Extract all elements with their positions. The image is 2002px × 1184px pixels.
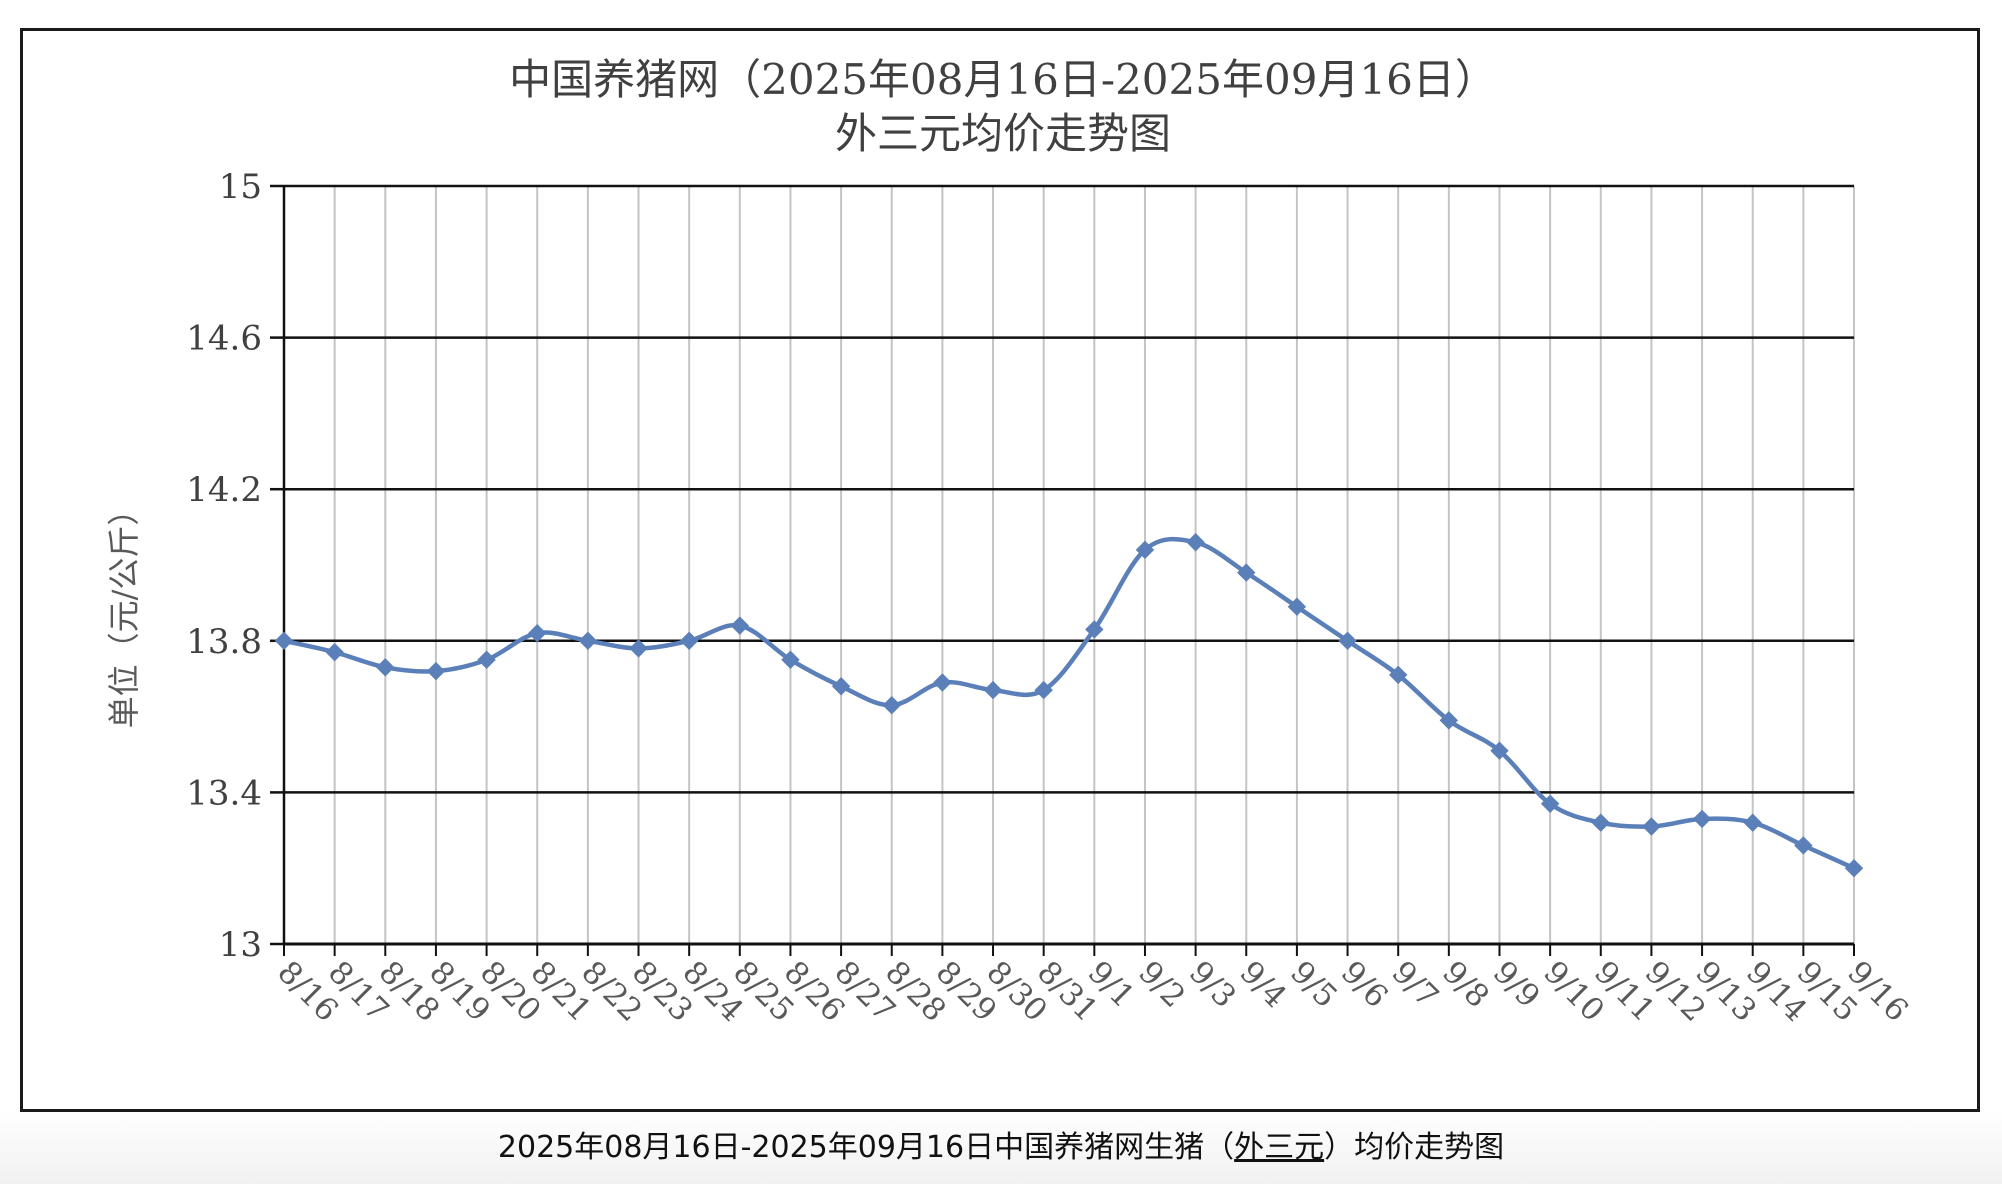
data-point-marker <box>629 639 648 658</box>
y-axis-label: 单位（元/公斤） <box>105 494 143 729</box>
data-point-marker <box>1743 813 1762 832</box>
tick-label-layer: 1313.413.814.214.6158/168/178/188/198/20… <box>186 167 1915 1029</box>
data-point-marker <box>983 680 1003 700</box>
data-point-marker <box>1135 540 1155 560</box>
data-point-marker <box>376 658 395 677</box>
caption-text-after: ）均价走势图 <box>1324 1130 1505 1165</box>
x-tick-label: 9/4 <box>1233 954 1294 1015</box>
chart-title-line2: 外三元均价走势图 <box>835 109 1171 158</box>
x-tick-label: 9/9 <box>1486 954 1547 1015</box>
data-point-marker <box>1844 858 1864 878</box>
chart-title-line1: 中国养猪网（2025年08月16日-2025年09月16日） <box>509 55 1497 104</box>
data-point-marker <box>528 624 547 643</box>
data-point-marker <box>1794 836 1813 855</box>
y-tick-label: 13.4 <box>186 773 262 813</box>
data-point-marker <box>933 673 952 692</box>
data-point-marker <box>325 642 344 662</box>
x-tick-label: 9/2 <box>1131 954 1192 1015</box>
data-point-marker <box>1490 741 1509 760</box>
data-point-marker <box>1692 809 1712 829</box>
data-point-marker <box>1186 533 1205 552</box>
grid-layer <box>270 184 1855 956</box>
data-point-marker <box>831 677 851 696</box>
data-point-marker <box>1642 817 1661 836</box>
x-tick-label: 9/7 <box>1385 954 1446 1015</box>
data-point-marker <box>781 650 800 669</box>
data-point-marker <box>426 661 446 681</box>
caption-text-before: 2025年08月16日-2025年09月16日中国养猪网生猪（ <box>497 1130 1235 1165</box>
y-tick-label: 14.6 <box>186 319 262 359</box>
y-tick-label: 13.8 <box>186 622 262 662</box>
data-point-marker <box>1591 813 1610 832</box>
data-point-marker <box>274 631 294 651</box>
data-point-marker <box>1338 631 1357 651</box>
data-point-marker <box>882 696 901 715</box>
figure-caption: 2025年08月16日-2025年09月16日中国养猪网生猪（外三元）均价走势图 <box>0 1122 2002 1166</box>
series-layer <box>274 533 1864 878</box>
data-point-marker <box>1287 597 1307 616</box>
series-line <box>283 536 1855 871</box>
data-point-marker <box>578 631 598 651</box>
data-point-marker <box>730 616 750 635</box>
caption-link[interactable]: 外三元 <box>1234 1130 1325 1165</box>
y-tick-label: 13 <box>219 925 262 965</box>
data-point-marker <box>1540 794 1560 813</box>
data-point-marker <box>679 631 699 651</box>
data-point-marker <box>1237 563 1256 582</box>
data-point-marker <box>1085 620 1104 639</box>
data-point-marker <box>477 650 496 669</box>
y-tick-label: 14.2 <box>186 470 262 510</box>
x-tick-label: 9/3 <box>1182 954 1243 1015</box>
y-tick-label: 15 <box>219 167 262 207</box>
x-tick-label: 9/8 <box>1435 954 1496 1015</box>
chart-frame: 中国养猪网（2025年08月16日-2025年09月16日） 外三元均价走势图 … <box>20 28 1980 1112</box>
data-point-marker <box>1388 665 1408 685</box>
x-tick-label: 9/6 <box>1334 954 1395 1015</box>
data-point-marker <box>1034 680 1053 700</box>
data-point-marker <box>1439 711 1459 730</box>
x-tick-label: 9/5 <box>1283 954 1344 1015</box>
line-chart: 中国养猪网（2025年08月16日-2025年09月16日） 外三元均价走势图 … <box>105 55 1915 1029</box>
